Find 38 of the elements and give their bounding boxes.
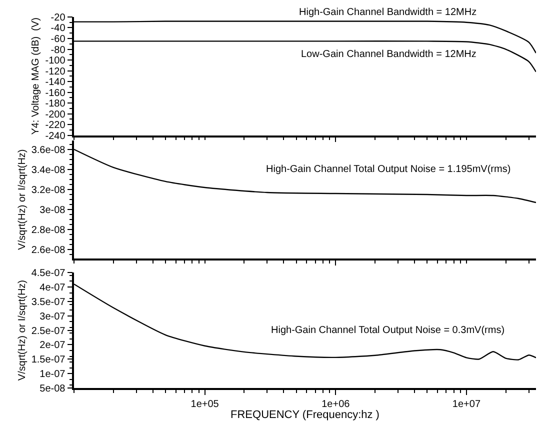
y-tick-label: -40 (50, 23, 66, 34)
y-tick-label: -80 (50, 44, 66, 56)
y-axis-title: Y4: Voltage MAG (dB) (V) (30, 18, 42, 135)
x-tick-label: 1e+05 (190, 398, 220, 410)
y-tick-label: 2e-07 (40, 340, 66, 352)
y-tick-label: -240 (45, 130, 66, 142)
y-tick-label: 3e-07 (40, 311, 66, 322)
annotation: High-Gain Channel Total Output Noise = 0.3mV(rms) (271, 325, 505, 336)
y-tick-label: -180 (45, 98, 66, 110)
y-tick-label: 2.5e-07 (31, 326, 66, 337)
x-tick-label: 1e+06 (322, 398, 350, 410)
y-tick-label: 3.6e-08 (31, 144, 66, 156)
x-axis-title: FREQUENCY (Frequency:hz ) (230, 409, 380, 421)
y-tick-label: 4.5e-07 (31, 268, 66, 280)
y-tick-label: 3.4e-08 (31, 164, 66, 176)
y-tick-label: -100 (45, 56, 66, 67)
y-tick-label: -200 (45, 109, 66, 120)
x-tick-label: 1e+07 (452, 398, 481, 410)
y-tick-label: 3.5e-07 (31, 296, 66, 308)
y-tick-label: 4e-07 (40, 282, 66, 294)
y-axis-title: V/sqrt(Hz) or I/sqrt(Hz) (16, 149, 28, 250)
y-tick-label: -120 (45, 66, 66, 78)
y-tick-label: 3e-08 (40, 205, 66, 216)
y-tick-label: 1e-07 (40, 369, 66, 380)
y-tick-label: -160 (45, 88, 66, 99)
annotation: High-Gain Channel Total Output Noise = 1.195mV(rms) (266, 164, 511, 175)
annotation: High-Gain Channel Bandwidth = 12MHz (299, 7, 477, 18)
y-tick-label: 3.2e-08 (31, 184, 66, 196)
y-tick-label: 2.8e-08 (31, 225, 66, 236)
y-tick-label: -60 (50, 34, 66, 46)
y-axis-title: V/sqrt(Hz) or I/sqrt(Hz) (16, 280, 28, 381)
y-tick-label: 5e-08 (40, 384, 66, 395)
y-tick-label: -20 (50, 12, 66, 24)
y-tick-label: 1.5e-07 (31, 354, 66, 366)
y-tick-label: 2.6e-08 (31, 245, 66, 256)
annotation: Low-Gain Channel Bandwidth = 12MHz (301, 49, 476, 60)
y-tick-label: -220 (45, 120, 66, 132)
y-tick-label: -140 (45, 77, 66, 88)
